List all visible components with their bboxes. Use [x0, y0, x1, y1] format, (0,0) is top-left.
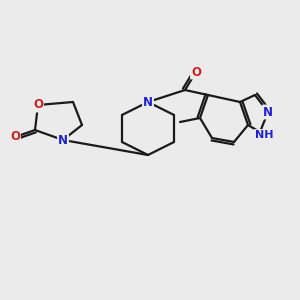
Text: O: O [33, 98, 43, 112]
Text: NH: NH [255, 130, 273, 140]
Text: N: N [263, 106, 273, 118]
Text: N: N [58, 134, 68, 146]
Text: N: N [143, 95, 153, 109]
Text: O: O [10, 130, 20, 143]
Text: O: O [191, 65, 201, 79]
